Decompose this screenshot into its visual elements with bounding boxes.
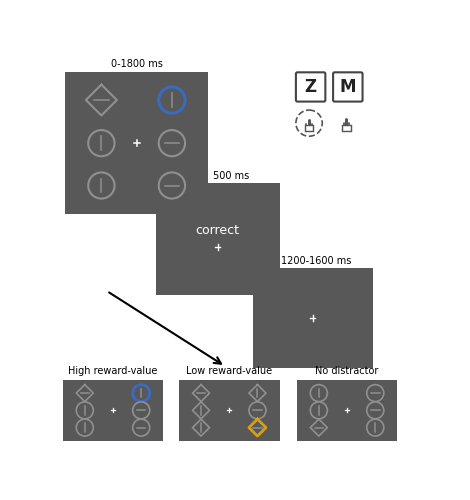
Text: No distractor: No distractor xyxy=(315,366,379,376)
Text: Z: Z xyxy=(305,78,317,96)
Bar xyxy=(156,183,280,295)
Text: Low reward-value: Low reward-value xyxy=(186,366,272,376)
Circle shape xyxy=(76,419,94,436)
Bar xyxy=(252,268,373,368)
Bar xyxy=(65,72,208,214)
Bar xyxy=(297,380,398,441)
Circle shape xyxy=(367,402,384,419)
Circle shape xyxy=(310,402,328,419)
Circle shape xyxy=(133,402,150,419)
Circle shape xyxy=(159,130,185,156)
FancyBboxPatch shape xyxy=(333,72,362,102)
Circle shape xyxy=(133,384,150,402)
Circle shape xyxy=(88,130,115,156)
Circle shape xyxy=(159,172,185,199)
Polygon shape xyxy=(249,384,266,402)
Polygon shape xyxy=(193,402,210,419)
Polygon shape xyxy=(193,384,210,402)
Bar xyxy=(305,126,313,132)
Circle shape xyxy=(367,384,384,402)
Text: M: M xyxy=(339,78,356,96)
FancyBboxPatch shape xyxy=(296,72,325,102)
Text: 500 ms: 500 ms xyxy=(213,171,250,181)
Bar xyxy=(342,124,351,130)
Polygon shape xyxy=(86,84,117,116)
Circle shape xyxy=(310,384,328,402)
Text: correct: correct xyxy=(196,224,240,236)
Polygon shape xyxy=(249,419,266,436)
Text: High reward-value: High reward-value xyxy=(68,366,158,376)
Circle shape xyxy=(76,402,94,419)
Bar xyxy=(63,380,164,441)
Polygon shape xyxy=(193,419,210,436)
Polygon shape xyxy=(76,384,94,402)
Text: 0-1800 ms: 0-1800 ms xyxy=(111,59,163,69)
Circle shape xyxy=(367,419,384,436)
Circle shape xyxy=(88,172,115,199)
Bar xyxy=(179,380,280,441)
Polygon shape xyxy=(310,419,328,436)
Circle shape xyxy=(249,402,266,419)
Circle shape xyxy=(159,87,185,113)
Text: 1200-1600 ms: 1200-1600 ms xyxy=(281,256,352,266)
Circle shape xyxy=(133,419,150,436)
